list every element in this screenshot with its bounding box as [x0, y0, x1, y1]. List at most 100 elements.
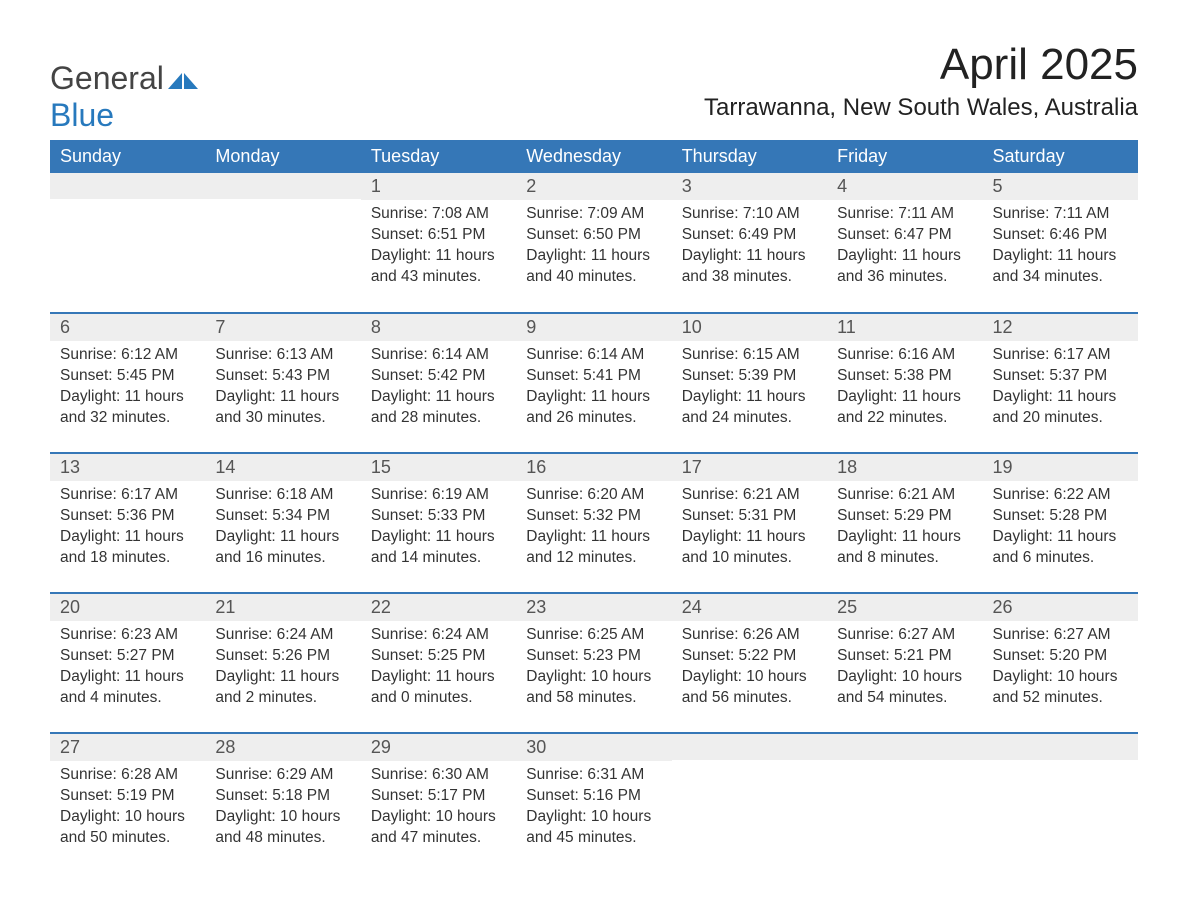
- sunrise-text: Sunrise: 6:12 AM: [60, 345, 195, 366]
- sunset-text: Sunset: 5:25 PM: [371, 646, 506, 667]
- calendar-header-row: Sunday Monday Tuesday Wednesday Thursday…: [50, 140, 1138, 173]
- daylight-text: Daylight: 11 hours and 32 minutes.: [60, 387, 195, 429]
- calendar-week-row: 1Sunrise: 7:08 AMSunset: 6:51 PMDaylight…: [50, 173, 1138, 313]
- day-body: Sunrise: 6:29 AMSunset: 5:18 PMDaylight:…: [205, 761, 360, 859]
- calendar-week-row: 20Sunrise: 6:23 AMSunset: 5:27 PMDayligh…: [50, 593, 1138, 733]
- day-number: 10: [672, 314, 827, 341]
- daylight-text: Daylight: 11 hours and 16 minutes.: [215, 527, 350, 569]
- day-number: 30: [516, 734, 671, 761]
- sunset-text: Sunset: 5:39 PM: [682, 366, 817, 387]
- sunrise-text: Sunrise: 6:29 AM: [215, 765, 350, 786]
- day-number: 25: [827, 594, 982, 621]
- day-number: 13: [50, 454, 205, 481]
- sunset-text: Sunset: 5:18 PM: [215, 786, 350, 807]
- sunrise-text: Sunrise: 7:08 AM: [371, 204, 506, 225]
- day-number: [205, 173, 360, 199]
- sunrise-text: Sunrise: 6:24 AM: [371, 625, 506, 646]
- sunrise-text: Sunrise: 6:19 AM: [371, 485, 506, 506]
- sunset-text: Sunset: 6:49 PM: [682, 225, 817, 246]
- sunset-text: Sunset: 6:46 PM: [993, 225, 1128, 246]
- day-body: Sunrise: 6:28 AMSunset: 5:19 PMDaylight:…: [50, 761, 205, 859]
- sunrise-text: Sunrise: 6:15 AM: [682, 345, 817, 366]
- sunset-text: Sunset: 6:50 PM: [526, 225, 661, 246]
- sunrise-text: Sunrise: 6:31 AM: [526, 765, 661, 786]
- sunrise-text: Sunrise: 6:22 AM: [993, 485, 1128, 506]
- day-number: 28: [205, 734, 360, 761]
- daylight-text: Daylight: 11 hours and 18 minutes.: [60, 527, 195, 569]
- day-header: Friday: [827, 140, 982, 173]
- sunset-text: Sunset: 5:41 PM: [526, 366, 661, 387]
- daylight-text: Daylight: 11 hours and 36 minutes.: [837, 246, 972, 288]
- sunrise-text: Sunrise: 6:17 AM: [993, 345, 1128, 366]
- daylight-text: Daylight: 11 hours and 6 minutes.: [993, 527, 1128, 569]
- sunset-text: Sunset: 5:33 PM: [371, 506, 506, 527]
- calendar-cell: 18Sunrise: 6:21 AMSunset: 5:29 PMDayligh…: [827, 453, 982, 593]
- day-number: 21: [205, 594, 360, 621]
- calendar-cell: 3Sunrise: 7:10 AMSunset: 6:49 PMDaylight…: [672, 173, 827, 313]
- sunset-text: Sunset: 6:51 PM: [371, 225, 506, 246]
- day-number: 23: [516, 594, 671, 621]
- calendar-cell: 6Sunrise: 6:12 AMSunset: 5:45 PMDaylight…: [50, 313, 205, 453]
- day-body: Sunrise: 6:21 AMSunset: 5:31 PMDaylight:…: [672, 481, 827, 579]
- calendar-cell: 26Sunrise: 6:27 AMSunset: 5:20 PMDayligh…: [983, 593, 1138, 733]
- daylight-text: Daylight: 10 hours and 50 minutes.: [60, 807, 195, 849]
- calendar-cell: 19Sunrise: 6:22 AMSunset: 5:28 PMDayligh…: [983, 453, 1138, 593]
- calendar-cell: 29Sunrise: 6:30 AMSunset: 5:17 PMDayligh…: [361, 733, 516, 873]
- daylight-text: Daylight: 11 hours and 0 minutes.: [371, 667, 506, 709]
- sunrise-text: Sunrise: 6:25 AM: [526, 625, 661, 646]
- sunrise-text: Sunrise: 6:16 AM: [837, 345, 972, 366]
- day-body: Sunrise: 7:11 AMSunset: 6:46 PMDaylight:…: [983, 200, 1138, 298]
- calendar-cell: 21Sunrise: 6:24 AMSunset: 5:26 PMDayligh…: [205, 593, 360, 733]
- sunset-text: Sunset: 5:26 PM: [215, 646, 350, 667]
- day-body: Sunrise: 6:27 AMSunset: 5:20 PMDaylight:…: [983, 621, 1138, 719]
- sunrise-text: Sunrise: 7:11 AM: [993, 204, 1128, 225]
- day-number: 26: [983, 594, 1138, 621]
- day-header: Saturday: [983, 140, 1138, 173]
- day-body: Sunrise: 6:17 AMSunset: 5:36 PMDaylight:…: [50, 481, 205, 579]
- daylight-text: Daylight: 10 hours and 48 minutes.: [215, 807, 350, 849]
- day-body: Sunrise: 6:15 AMSunset: 5:39 PMDaylight:…: [672, 341, 827, 439]
- calendar-cell: 9Sunrise: 6:14 AMSunset: 5:41 PMDaylight…: [516, 313, 671, 453]
- day-number: 5: [983, 173, 1138, 200]
- calendar-week-row: 13Sunrise: 6:17 AMSunset: 5:36 PMDayligh…: [50, 453, 1138, 593]
- sunrise-text: Sunrise: 7:10 AM: [682, 204, 817, 225]
- day-body: Sunrise: 6:27 AMSunset: 5:21 PMDaylight:…: [827, 621, 982, 719]
- logo: General Blue: [50, 60, 198, 134]
- sunset-text: Sunset: 5:38 PM: [837, 366, 972, 387]
- sunrise-text: Sunrise: 6:28 AM: [60, 765, 195, 786]
- calendar-cell: 24Sunrise: 6:26 AMSunset: 5:22 PMDayligh…: [672, 593, 827, 733]
- sunset-text: Sunset: 5:23 PM: [526, 646, 661, 667]
- sunrise-text: Sunrise: 6:13 AM: [215, 345, 350, 366]
- calendar-cell: 12Sunrise: 6:17 AMSunset: 5:37 PMDayligh…: [983, 313, 1138, 453]
- calendar-cell: 1Sunrise: 7:08 AMSunset: 6:51 PMDaylight…: [361, 173, 516, 313]
- sunrise-text: Sunrise: 6:14 AM: [526, 345, 661, 366]
- logo-text-blue: Blue: [50, 97, 114, 133]
- daylight-text: Daylight: 10 hours and 47 minutes.: [371, 807, 506, 849]
- day-body: Sunrise: 6:18 AMSunset: 5:34 PMDaylight:…: [205, 481, 360, 579]
- calendar-table: Sunday Monday Tuesday Wednesday Thursday…: [50, 140, 1138, 873]
- daylight-text: Daylight: 11 hours and 30 minutes.: [215, 387, 350, 429]
- calendar-cell: 28Sunrise: 6:29 AMSunset: 5:18 PMDayligh…: [205, 733, 360, 873]
- daylight-text: Daylight: 10 hours and 58 minutes.: [526, 667, 661, 709]
- day-body: Sunrise: 6:23 AMSunset: 5:27 PMDaylight:…: [50, 621, 205, 719]
- calendar-cell: 15Sunrise: 6:19 AMSunset: 5:33 PMDayligh…: [361, 453, 516, 593]
- calendar-cell: 30Sunrise: 6:31 AMSunset: 5:16 PMDayligh…: [516, 733, 671, 873]
- day-number: 17: [672, 454, 827, 481]
- calendar-cell: 5Sunrise: 7:11 AMSunset: 6:46 PMDaylight…: [983, 173, 1138, 313]
- logo-text: General Blue: [50, 60, 198, 134]
- sunrise-text: Sunrise: 7:09 AM: [526, 204, 661, 225]
- day-number: 22: [361, 594, 516, 621]
- calendar-week-row: 27Sunrise: 6:28 AMSunset: 5:19 PMDayligh…: [50, 733, 1138, 873]
- sunset-text: Sunset: 5:45 PM: [60, 366, 195, 387]
- daylight-text: Daylight: 11 hours and 22 minutes.: [837, 387, 972, 429]
- sunrise-text: Sunrise: 6:21 AM: [837, 485, 972, 506]
- daylight-text: Daylight: 11 hours and 2 minutes.: [215, 667, 350, 709]
- day-header: Monday: [205, 140, 360, 173]
- day-number: 1: [361, 173, 516, 200]
- daylight-text: Daylight: 11 hours and 34 minutes.: [993, 246, 1128, 288]
- calendar-cell: 17Sunrise: 6:21 AMSunset: 5:31 PMDayligh…: [672, 453, 827, 593]
- daylight-text: Daylight: 11 hours and 40 minutes.: [526, 246, 661, 288]
- day-body: Sunrise: 6:26 AMSunset: 5:22 PMDaylight:…: [672, 621, 827, 719]
- sunset-text: Sunset: 5:42 PM: [371, 366, 506, 387]
- day-body: Sunrise: 7:08 AMSunset: 6:51 PMDaylight:…: [361, 200, 516, 298]
